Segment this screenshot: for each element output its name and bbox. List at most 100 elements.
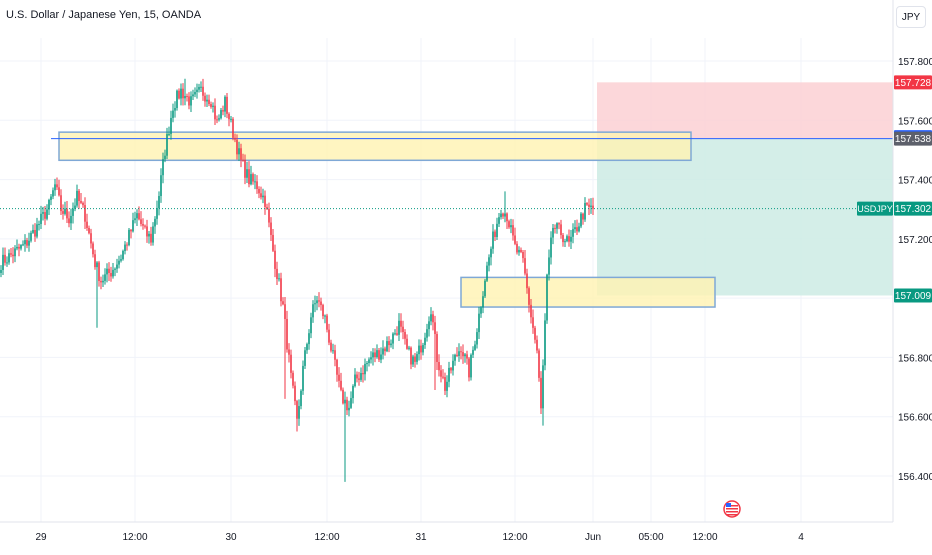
candle-body xyxy=(320,301,322,306)
candle xyxy=(532,309,534,334)
us-flag-stripe xyxy=(726,511,738,513)
y-tick-label: 157.600 xyxy=(898,116,932,127)
candle xyxy=(30,230,32,243)
candle xyxy=(542,359,544,426)
candle-body xyxy=(104,274,106,281)
candle-body xyxy=(516,243,518,253)
candle xyxy=(276,261,278,285)
candle-body xyxy=(232,118,234,138)
candle-body xyxy=(308,333,310,345)
candle-body xyxy=(336,359,338,375)
candle-body xyxy=(130,229,132,232)
candle xyxy=(168,126,170,137)
x-tick-label: 12:00 xyxy=(502,532,527,543)
candle xyxy=(54,178,56,196)
candle xyxy=(274,244,276,278)
x-tick-label: 12:00 xyxy=(122,532,147,543)
candle-body xyxy=(498,217,500,224)
candle xyxy=(44,205,46,226)
candle-body xyxy=(512,225,514,236)
candle-body xyxy=(550,237,552,258)
candle xyxy=(370,351,372,364)
candle-body xyxy=(558,223,560,225)
candle xyxy=(126,242,128,251)
candle-body xyxy=(280,278,282,302)
x-tick-label: 4 xyxy=(798,532,804,543)
candle xyxy=(34,223,36,242)
candle-body xyxy=(384,348,386,352)
candle xyxy=(220,108,222,120)
candle-body xyxy=(262,195,264,198)
candle xyxy=(248,161,250,188)
candle xyxy=(530,298,532,324)
candle-body xyxy=(204,95,206,102)
candle-body xyxy=(92,243,94,255)
candle-body xyxy=(140,219,142,224)
supply-zone xyxy=(58,131,692,162)
candle xyxy=(14,245,16,263)
candle-body xyxy=(386,341,388,352)
candle xyxy=(586,202,588,206)
candle xyxy=(310,312,312,339)
candle xyxy=(182,83,184,106)
candle-body xyxy=(588,204,590,207)
candle xyxy=(296,399,298,432)
candle-body xyxy=(106,268,108,275)
candle-body xyxy=(60,195,62,212)
currency-button[interactable]: JPY xyxy=(896,6,926,28)
candle-body xyxy=(264,195,266,207)
candle xyxy=(26,237,28,249)
candle xyxy=(144,224,146,229)
candle-body xyxy=(348,407,350,411)
candle xyxy=(398,313,400,342)
candle-body xyxy=(212,105,214,107)
candle xyxy=(212,102,214,113)
x-tick-label: 29 xyxy=(35,532,47,543)
y-tick-label: 157.800 xyxy=(898,57,932,68)
symbol-label-text: USDJPY xyxy=(857,204,893,214)
candle xyxy=(470,353,472,381)
candle xyxy=(4,247,6,266)
candle-body xyxy=(326,315,328,330)
candle xyxy=(514,227,516,246)
candle xyxy=(372,348,374,366)
candle xyxy=(104,268,106,285)
candle-body xyxy=(274,250,276,269)
candle xyxy=(562,232,564,247)
candle-body xyxy=(200,86,202,88)
candle xyxy=(180,83,182,106)
candle-body xyxy=(126,244,128,246)
candle xyxy=(490,246,492,266)
candle-body xyxy=(160,175,162,197)
candle-body xyxy=(266,206,268,209)
candle xyxy=(454,353,456,366)
candle xyxy=(120,254,122,263)
candle-body xyxy=(366,363,368,365)
candle xyxy=(312,300,314,323)
candles xyxy=(0,78,594,482)
candle xyxy=(428,316,430,337)
candle xyxy=(62,204,64,220)
candle xyxy=(28,232,30,252)
candle xyxy=(76,184,78,208)
candle xyxy=(550,231,552,265)
last-price-label: 157.302 xyxy=(894,201,932,216)
candle xyxy=(160,168,162,203)
candle-body xyxy=(376,350,378,358)
candle-body xyxy=(26,240,28,246)
candle xyxy=(82,201,84,208)
candle xyxy=(40,205,42,229)
candle xyxy=(318,292,320,308)
candle xyxy=(360,367,362,382)
candle xyxy=(390,339,392,348)
candle-body xyxy=(426,329,428,338)
candle-body xyxy=(270,222,272,235)
candle-body xyxy=(226,96,228,114)
candle xyxy=(246,161,248,183)
candle-body xyxy=(100,281,102,283)
candle xyxy=(282,297,284,306)
candle-body xyxy=(394,333,396,335)
candle xyxy=(272,229,274,252)
